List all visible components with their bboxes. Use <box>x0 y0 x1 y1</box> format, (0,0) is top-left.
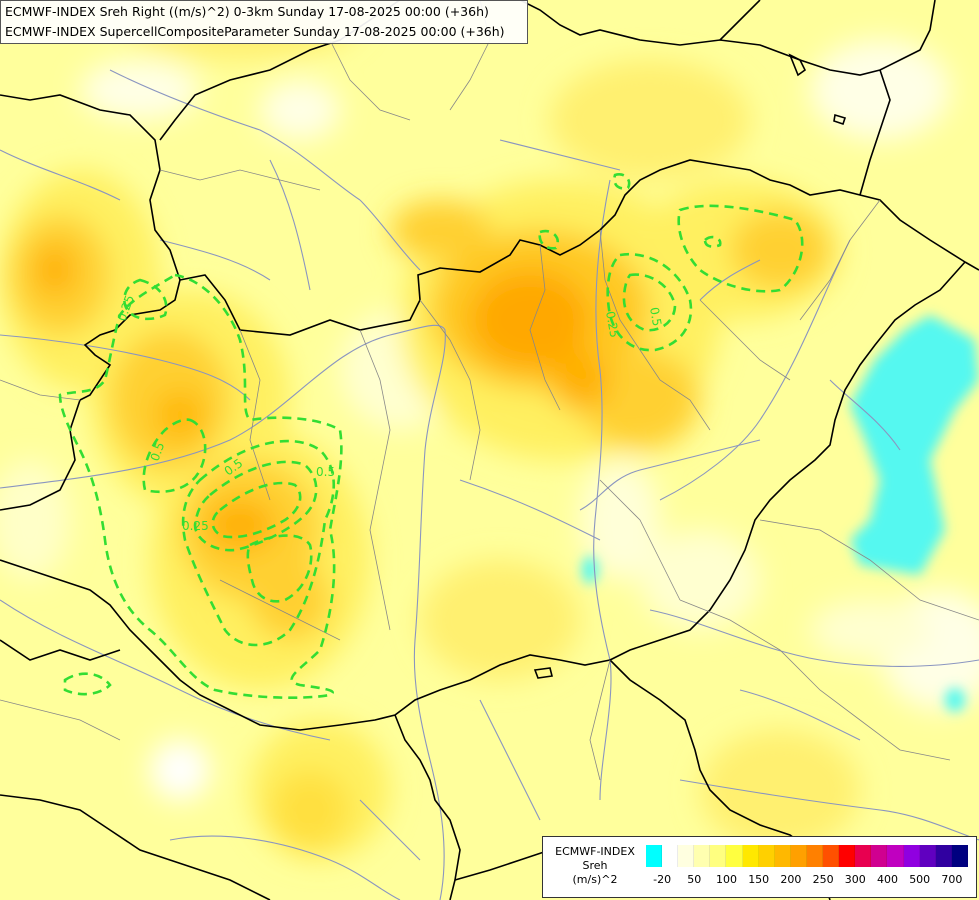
legend-tick-label: 150 <box>748 873 770 886</box>
legend-swatch <box>646 845 663 867</box>
legend-tick-label: -20 <box>653 873 672 886</box>
legend-tick-label: 400 <box>877 873 898 886</box>
legend-tick-label: 50 <box>687 873 702 886</box>
legend-ticks: -20 50 100 150 200 250 300 400 500 700 <box>646 873 968 889</box>
legend-swatch <box>823 845 840 867</box>
contour-label: 0.5 <box>647 306 664 327</box>
legend-tick-label: 200 <box>780 873 802 886</box>
legend-tick-label: 100 <box>716 873 737 886</box>
legend-tick-label: 700 <box>941 873 963 886</box>
legend-swatch <box>935 845 952 867</box>
map-title-line-1: ECMWF-INDEX Sreh Right ((m/s)^2) 0-3km S… <box>5 4 489 19</box>
scp-contours <box>58 173 804 700</box>
legend-label: ECMWF-INDEX Sreh (m/s)^2 <box>547 845 643 887</box>
contour-label: 0.25 <box>182 519 209 533</box>
legend-swatch <box>855 845 872 867</box>
legend-unit: (m/s)^2 <box>572 873 618 886</box>
contour-label: 0.25 <box>603 310 621 339</box>
legend-tick-label: 500 <box>909 873 931 886</box>
legend-swatch <box>710 845 727 867</box>
legend-swatches <box>646 845 968 867</box>
map-title-line-2: ECMWF-INDEX SupercellCompositeParameter … <box>5 24 505 39</box>
legend-swatch <box>790 845 807 867</box>
legend-swatch <box>694 845 711 867</box>
legend-swatch <box>951 845 968 867</box>
contour-label: 0.5 <box>316 465 335 479</box>
legend-swatch <box>806 845 824 867</box>
legend-swatch <box>774 845 791 867</box>
legend-tick-label: 300 <box>844 873 866 886</box>
contour-label: 0.5 <box>148 440 168 463</box>
legend-swatch <box>726 845 743 867</box>
legend-swatch <box>742 845 759 867</box>
legend-swatch <box>758 845 775 867</box>
legend-tick-label: 250 <box>812 873 834 886</box>
legend-swatch <box>839 845 856 867</box>
legend-swatch <box>678 845 695 867</box>
legend-swatch <box>919 845 936 867</box>
legend-source: ECMWF-INDEX <box>555 845 635 858</box>
legend-swatch <box>662 845 679 867</box>
legend-variable: Sreh <box>582 859 608 872</box>
color-legend: ECMWF-INDEX Sreh (m/s)^2 -20 50 100 150 200 2… <box>542 836 977 898</box>
sreh-shading <box>0 0 979 860</box>
legend-swatch <box>887 845 904 867</box>
legend-swatch <box>903 845 920 867</box>
legend-swatch <box>871 845 888 867</box>
map-title-box: ECMWF-INDEX Sreh Right ((m/s)^2) 0-3km S… <box>0 0 528 44</box>
